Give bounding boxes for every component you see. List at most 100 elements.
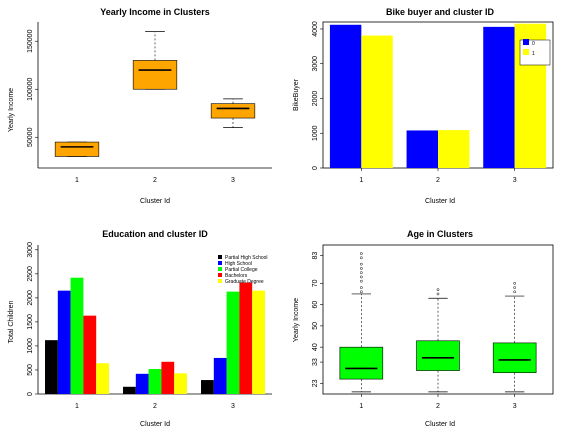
y-tick-label: 40 [312, 343, 319, 351]
bar-2-partial-college [148, 369, 162, 394]
x-tick-label: 2 [153, 177, 157, 184]
legend-label: Graduate Degree [225, 279, 264, 285]
x-tick-label: 3 [513, 403, 517, 410]
bar-2-bachelors [161, 361, 175, 394]
legend-label: Bachelors [225, 273, 248, 279]
bar-3-graduate-degree [252, 290, 265, 394]
income-boxplot-panel: Yearly Income in Clusters Cluster Id Yea… [8, 7, 272, 205]
legend-swatch [218, 279, 222, 283]
legend-swatch [218, 267, 222, 271]
x-tick-label: 3 [231, 403, 235, 410]
x-tick-label: 2 [436, 403, 440, 410]
education-bar-xlabel: Cluster Id [140, 421, 170, 428]
legend: 01 [519, 39, 551, 66]
bikebuyer-bar-title: Bike buyer and cluster ID [386, 7, 495, 17]
legend-swatch [523, 39, 529, 45]
y-tick-label: 2500 [27, 266, 34, 282]
x-tick-label: 2 [436, 177, 440, 184]
legend-label: High School [225, 261, 252, 267]
income-boxplot-ylabel: Yearly Income [8, 88, 15, 132]
bar-3-high-school [213, 357, 227, 394]
y-tick-label: 0 [27, 392, 34, 396]
legend-label: Partial College [225, 267, 258, 273]
outlier-point [359, 286, 363, 289]
box-group-2 [416, 288, 460, 393]
outlier-point [359, 256, 363, 260]
outlier-point [513, 286, 517, 289]
bar-1-partial-high-school [45, 340, 58, 394]
y-tick-label: 1000 [27, 338, 34, 354]
income-boxplot-xlabel: Cluster Id [140, 198, 170, 205]
outlier-point [359, 290, 363, 294]
legend-swatch [218, 255, 222, 259]
age-boxplot-panel: Age in Clusters Cluster Id Yearly Income… [293, 229, 554, 428]
y-tick-label: 60 [312, 301, 319, 309]
box-group-3 [210, 98, 256, 129]
income-boxplot-title: Yearly Income in Clusters [100, 7, 210, 17]
y-tick-label: 23 [312, 379, 319, 387]
education-bar-panel: Education and cluster ID Cluster Id Tota… [8, 229, 272, 428]
y-tick-label: 1000 [312, 125, 319, 141]
bar-1-0 [329, 24, 362, 169]
bar-3-partial-high-school [201, 380, 214, 394]
box-iqr [339, 346, 384, 380]
outlier-point [359, 252, 363, 255]
y-tick-label: 50000 [27, 127, 34, 147]
age-boxplot-xlabel: Cluster Id [425, 421, 455, 428]
outlier-point [359, 267, 363, 270]
education-bar-title: Education and cluster ID [102, 229, 208, 239]
y-tick-label: 150000 [27, 29, 34, 52]
y-tick-label: 2000 [27, 290, 34, 306]
bikebuyer-bar-ylabel: BikeBuyer [293, 78, 300, 111]
bar-2-partial-high-school [123, 386, 136, 394]
legend-swatch [218, 261, 222, 265]
x-tick-label: 2 [153, 403, 157, 410]
age-boxplot-ylabel: Yearly Income [293, 298, 300, 342]
x-tick-label: 1 [75, 177, 79, 184]
bar-1-graduate-degree [96, 363, 109, 394]
outlier-point [436, 288, 440, 292]
x-tick-label: 1 [359, 177, 363, 184]
box-group-3 [492, 281, 537, 393]
y-tick-label: 500 [27, 364, 34, 376]
legend-label: 0 [532, 41, 535, 47]
bar-2-graduate-degree [174, 373, 187, 394]
age-boxplot-title: Age in Clusters [407, 229, 473, 239]
bar-1-bachelors [83, 315, 97, 394]
education-bar-ylabel: Total Children [8, 300, 15, 343]
legend-label: 1 [532, 51, 535, 57]
y-tick-label: 3000 [27, 242, 34, 258]
y-tick-label: 70 [312, 279, 319, 287]
bikebuyer-bar-panel: Bike buyer and cluster ID Cluster Id Bik… [293, 7, 554, 205]
legend-swatch [218, 273, 222, 277]
outlier-point [513, 290, 517, 294]
legend-label: Partial High School [225, 255, 268, 261]
x-tick-label: 3 [231, 177, 235, 184]
box-group-1 [54, 141, 100, 157]
bikebuyer-bar-xlabel: Cluster Id [425, 198, 455, 205]
outlier-point [513, 281, 517, 285]
y-tick-label: 83 [312, 252, 319, 260]
bar-2-high-school [135, 373, 149, 394]
bar-1-high-school [57, 290, 71, 394]
bar-1-partial-college [70, 277, 84, 394]
bar-1-1 [361, 35, 393, 168]
box-group-1 [339, 252, 384, 393]
box-iqr [416, 340, 460, 371]
outlier-point [436, 292, 440, 296]
bar-2-1 [438, 130, 470, 168]
y-tick-label: 50 [312, 322, 319, 330]
box-group-2 [132, 31, 178, 90]
outlier-point [359, 271, 363, 275]
y-tick-label: 100000 [27, 77, 34, 100]
x-tick-label: 3 [513, 177, 517, 184]
outlier-point [359, 262, 363, 266]
bar-2-0 [406, 130, 438, 168]
x-tick-label: 1 [359, 403, 363, 410]
outlier-point [359, 275, 363, 279]
box-iqr [132, 60, 178, 90]
box-iqr [492, 342, 537, 374]
bar-3-bachelors [239, 282, 253, 394]
